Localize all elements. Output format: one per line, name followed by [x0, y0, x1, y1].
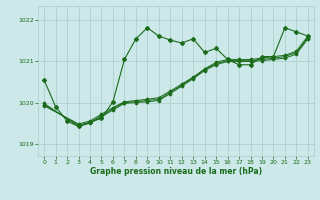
X-axis label: Graphe pression niveau de la mer (hPa): Graphe pression niveau de la mer (hPa) [90, 167, 262, 176]
